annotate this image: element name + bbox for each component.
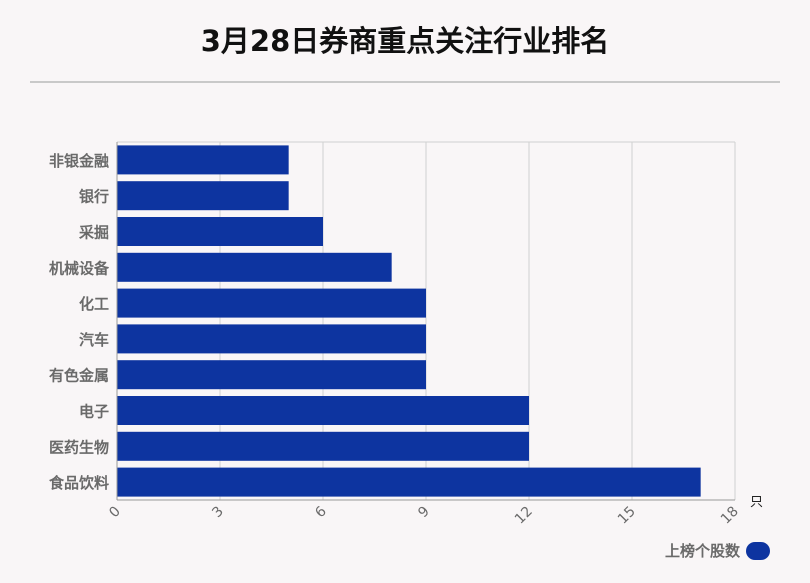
x-tick-label: 12 bbox=[512, 504, 536, 528]
bar[interactable] bbox=[117, 252, 392, 282]
category-label: 医药生物 bbox=[49, 438, 109, 456]
category-label: 采掘 bbox=[78, 224, 109, 242]
bar[interactable] bbox=[117, 431, 529, 461]
bar[interactable] bbox=[117, 396, 529, 425]
legend[interactable]: 上榜个股数 bbox=[665, 540, 770, 561]
category-label: 化工 bbox=[79, 295, 109, 313]
legend-label: 上榜个股数 bbox=[664, 542, 740, 560]
title-divider bbox=[30, 81, 780, 83]
x-tick-label: 3 bbox=[209, 504, 227, 522]
x-tick-label: 0 bbox=[106, 504, 124, 522]
bar[interactable] bbox=[117, 324, 426, 354]
category-label: 机械设备 bbox=[49, 259, 110, 277]
x-tick-label: 15 bbox=[615, 504, 639, 528]
category-label: 非银金融 bbox=[49, 152, 109, 170]
x-tick-label: 6 bbox=[312, 503, 330, 521]
bar[interactable] bbox=[117, 467, 701, 497]
bar[interactable] bbox=[117, 181, 289, 211]
x-tick-label: 18 bbox=[718, 504, 742, 528]
legend-swatch bbox=[746, 541, 770, 560]
category-label: 汽车 bbox=[79, 331, 109, 349]
chart-title: 3月28日券商重点关注行业排名 bbox=[200, 24, 610, 58]
bar[interactable] bbox=[117, 288, 426, 318]
bar[interactable] bbox=[117, 360, 426, 390]
bar[interactable] bbox=[117, 145, 289, 175]
category-label: 有色金属 bbox=[49, 367, 109, 385]
category-label: 银行 bbox=[79, 188, 109, 206]
x-tick-label: 9 bbox=[415, 504, 433, 522]
bar[interactable] bbox=[117, 217, 323, 246]
x-unit-label: 只 bbox=[750, 495, 763, 510]
category-label: 食品饮料 bbox=[49, 474, 109, 492]
category-label: 电子 bbox=[79, 403, 109, 421]
